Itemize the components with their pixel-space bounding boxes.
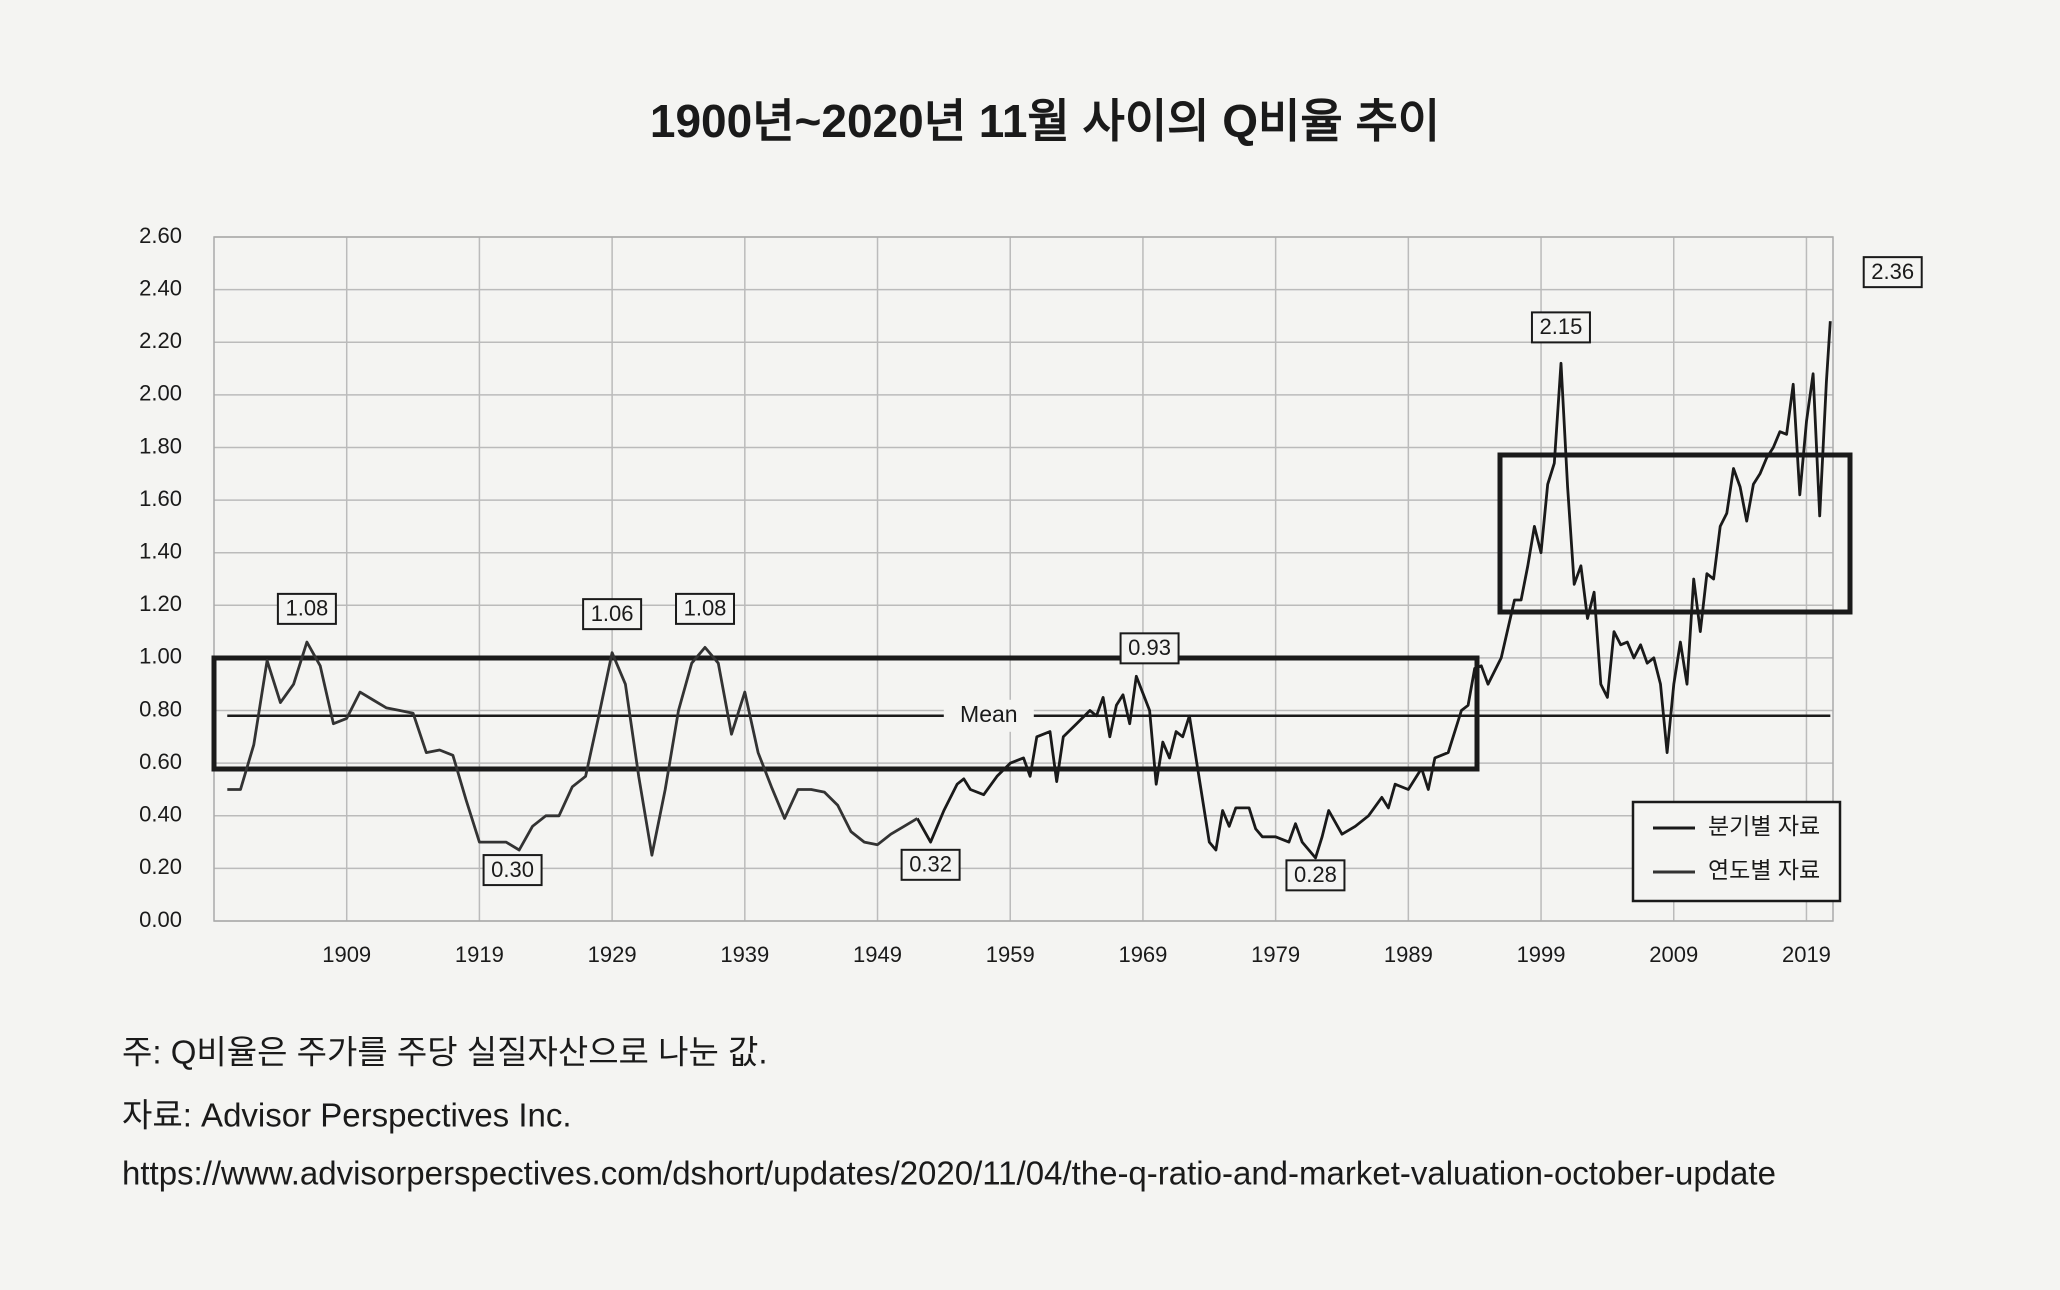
annotation-label: 0.32 (909, 852, 952, 877)
annotation: 0.30 (482, 854, 543, 887)
annotation-label: 1.08 (684, 596, 727, 621)
y-tick-label: 0.40 (139, 802, 182, 827)
annotation-box (1530, 311, 1591, 344)
mean-label-bg (943, 699, 1034, 732)
highlight-box (1497, 452, 1853, 615)
series-line (227, 640, 919, 857)
annotation-label: 0.30 (491, 857, 534, 882)
x-tick-label: 1909 (322, 942, 371, 967)
x-tick-label: 2009 (1649, 942, 1698, 967)
legend-label: 분기별 자료 (1708, 813, 1820, 839)
x-tick-label: 1959 (986, 942, 1035, 967)
annotation-box (900, 848, 961, 881)
x-tick-label: 1919 (455, 942, 504, 967)
note: https://www.advisorperspectives.com/dsho… (122, 1155, 1776, 1192)
note: 주: Q비율은 주가를 주당 실질자산으로 나눈 값. (122, 1034, 768, 1071)
plot: Mean 1.08 0.30 1.06 1.08 0.32 0.93 0.28 2.15 2.36 (227, 256, 1923, 892)
y-tick-label: 2.40 (139, 275, 182, 300)
series-line (916, 321, 1832, 860)
y-tick-label: 0.00 (139, 907, 182, 932)
note: 자료: Advisor Perspectives Inc. (122, 1097, 572, 1134)
y-tick-label: 2.20 (139, 328, 182, 353)
mean-label: Mean (960, 701, 1018, 727)
x-tick-label: 1969 (1118, 942, 1167, 967)
annotation-label: 1.06 (591, 601, 634, 626)
y-tick-label: 1.40 (139, 539, 182, 564)
annotation: 1.08 (276, 592, 337, 625)
x-tick-label: 2019 (1782, 942, 1831, 967)
chart-title: 1900년~2020년 11월 사이의 Q비율 추이 (650, 95, 1440, 147)
annotation-box (675, 592, 736, 625)
annotation: 0.93 (1119, 632, 1180, 665)
annotation-label: 2.15 (1540, 314, 1583, 339)
legend-label: 연도별 자료 (1708, 857, 1820, 883)
annotation-label: 2.36 (1871, 259, 1914, 284)
y-tick-label: 0.80 (139, 696, 182, 721)
x-tick-label: 1979 (1251, 942, 1300, 967)
y-tick-label: 1.80 (139, 433, 182, 458)
highlight-box (211, 655, 1480, 772)
annotation: 0.32 (900, 848, 961, 881)
annotation-box (1119, 632, 1180, 665)
y-tick-label: 0.20 (139, 854, 182, 879)
annotation-box (1862, 256, 1923, 289)
annotation: 1.08 (675, 592, 736, 625)
annotation-label: 0.93 (1128, 635, 1171, 660)
legend-box (1631, 800, 1842, 903)
y-tick-label: 1.60 (139, 486, 182, 511)
annotation-label: 1.08 (285, 596, 328, 621)
annotation-box (1285, 859, 1346, 892)
annotation-box (582, 598, 643, 631)
annotation: 1.06 (582, 598, 643, 631)
x-tick-label: 1949 (853, 942, 902, 967)
x-tick-label: 1989 (1384, 942, 1433, 967)
annotation: 2.36 (1862, 256, 1923, 289)
annotation-label: 0.28 (1294, 862, 1337, 887)
x-tick-label: 1999 (1517, 942, 1566, 967)
y-tick-label: 2.60 (139, 223, 182, 248)
x-tick-label: 1929 (588, 942, 637, 967)
y-tick-label: 1.20 (139, 591, 182, 616)
plot-frame (213, 236, 1834, 922)
y-tick-label: 1.00 (139, 644, 182, 669)
annotation: 2.15 (1530, 311, 1591, 344)
y-tick-label: 2.00 (139, 381, 182, 406)
annotation-box (276, 592, 337, 625)
y-tick-label: 0.60 (139, 749, 182, 774)
x-tick-label: 1939 (720, 942, 769, 967)
annotation-box (482, 854, 543, 887)
annotation: 0.28 (1285, 859, 1346, 892)
